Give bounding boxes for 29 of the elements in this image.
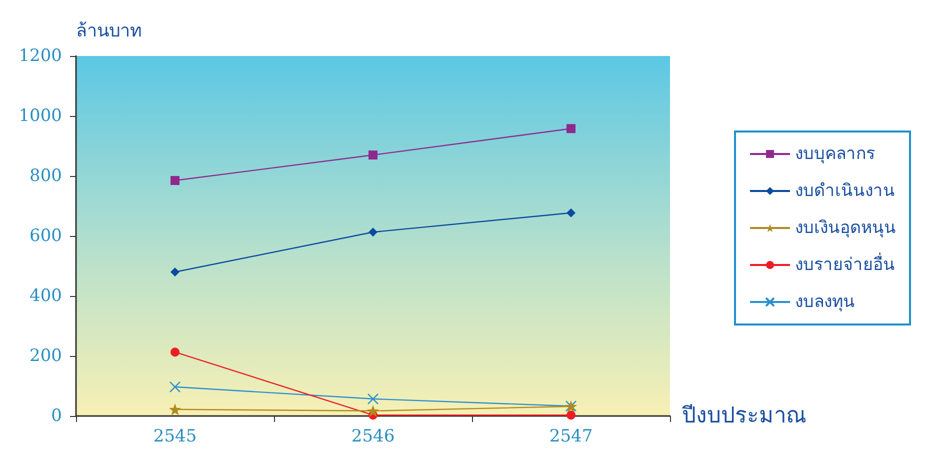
legend-label: งบรายจ่ายอื่น <box>795 252 895 275</box>
y-tick-label: 200 <box>30 346 62 366</box>
legend-label: งบดำเนินงาน <box>795 181 895 201</box>
y-tick-label: 1200 <box>18 46 62 66</box>
x-axis-title: ปีงบประมาณ <box>681 404 806 428</box>
y-tick-label: 400 <box>30 286 62 306</box>
y-tick-label: 800 <box>30 166 62 186</box>
point <box>170 176 180 185</box>
point <box>169 403 181 416</box>
point <box>170 348 180 357</box>
y-axis-title: ล้านบาท <box>76 20 142 42</box>
point <box>566 124 576 134</box>
point <box>566 208 576 218</box>
y-tick-label: 0 <box>51 406 62 426</box>
point <box>169 381 181 392</box>
legend-label: งบลงทุน <box>795 292 855 312</box>
point <box>367 404 379 417</box>
x-tick-label: 2547 <box>549 426 593 446</box>
y-tick-label: 1000 <box>18 106 62 126</box>
x-tick-label: 2545 <box>153 426 197 446</box>
point <box>367 393 379 404</box>
point <box>368 228 378 237</box>
point <box>368 150 378 160</box>
point <box>170 268 180 276</box>
y-tick-label: 600 <box>30 226 62 246</box>
legend-label: งบบุคลากร <box>795 144 875 164</box>
legend-label: งบเงินอุดหนุน <box>795 218 896 238</box>
x-tick-label: 2546 <box>351 426 395 446</box>
point <box>566 410 576 420</box>
